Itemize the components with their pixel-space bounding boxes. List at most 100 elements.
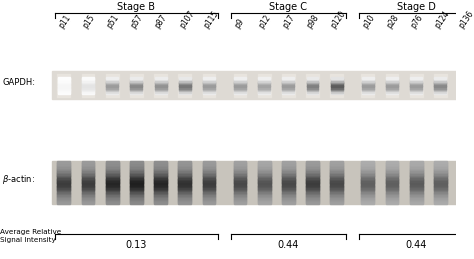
Bar	[385, 170, 398, 173]
Bar	[458, 189, 471, 191]
Bar	[130, 81, 142, 83]
Bar	[361, 175, 374, 177]
Bar	[130, 172, 143, 175]
Bar	[385, 200, 398, 203]
Bar	[155, 88, 166, 90]
Bar	[82, 183, 94, 186]
Bar	[385, 176, 398, 179]
Bar	[234, 199, 246, 201]
Bar	[258, 200, 271, 203]
Bar	[410, 85, 422, 87]
Bar	[179, 81, 191, 83]
Bar	[57, 202, 70, 204]
Bar	[130, 179, 143, 182]
Bar	[202, 161, 215, 163]
Bar	[458, 169, 471, 172]
Bar	[258, 78, 270, 80]
Bar	[82, 172, 94, 175]
Bar	[434, 187, 447, 190]
Bar	[306, 193, 319, 196]
Bar	[106, 165, 118, 168]
Bar	[202, 163, 215, 166]
Text: p17: p17	[281, 13, 297, 31]
Bar	[57, 192, 70, 194]
Bar	[361, 172, 374, 175]
Bar	[434, 185, 447, 187]
Bar	[434, 81, 446, 83]
Bar	[154, 199, 167, 201]
Bar	[155, 90, 166, 93]
Bar	[106, 170, 118, 173]
Bar	[331, 85, 343, 87]
Bar	[130, 180, 143, 183]
Bar	[130, 168, 143, 170]
Bar	[306, 182, 319, 184]
Bar	[458, 193, 471, 196]
Text: p76: p76	[409, 13, 425, 31]
Bar	[307, 82, 319, 84]
Bar	[385, 161, 398, 163]
Bar	[234, 189, 246, 191]
Bar	[234, 82, 246, 84]
Bar	[410, 169, 422, 172]
Bar	[106, 82, 118, 84]
Bar	[57, 182, 70, 184]
Bar	[58, 81, 70, 83]
Text: 0.44: 0.44	[405, 240, 427, 250]
Bar	[203, 79, 215, 82]
Bar	[458, 89, 470, 91]
Bar	[282, 165, 295, 168]
Bar	[307, 83, 319, 86]
Bar	[154, 197, 167, 200]
Bar	[234, 88, 246, 90]
Bar	[234, 161, 246, 163]
Bar	[178, 187, 191, 190]
Bar	[130, 193, 143, 196]
Bar	[410, 193, 422, 196]
Bar	[361, 196, 374, 199]
Bar	[385, 187, 398, 190]
Bar	[234, 81, 246, 83]
Bar	[386, 78, 398, 80]
Bar	[82, 168, 94, 170]
Text: $\beta$-actin:: $\beta$-actin:	[2, 173, 35, 186]
Bar	[410, 88, 422, 90]
Bar	[130, 176, 143, 179]
Bar	[434, 89, 446, 91]
Bar	[154, 161, 167, 163]
Bar	[282, 162, 295, 165]
Bar	[258, 76, 270, 79]
Bar	[362, 82, 374, 84]
Bar	[306, 183, 319, 186]
Bar	[361, 202, 374, 204]
Bar	[155, 92, 166, 94]
Bar	[282, 183, 295, 186]
Bar	[234, 180, 246, 183]
Bar	[385, 193, 398, 196]
Bar	[434, 90, 446, 93]
Bar	[258, 183, 271, 186]
Bar	[154, 196, 167, 199]
Bar	[106, 192, 118, 194]
Bar	[57, 183, 70, 186]
Bar	[154, 195, 167, 197]
Bar	[258, 172, 271, 175]
Bar	[362, 89, 374, 91]
Bar	[130, 195, 143, 197]
Bar	[458, 88, 470, 90]
Bar	[410, 166, 422, 169]
Bar	[106, 74, 118, 97]
Text: p107: p107	[177, 9, 196, 31]
Bar	[410, 92, 422, 94]
Bar	[458, 85, 470, 87]
Bar	[154, 173, 167, 176]
Bar	[410, 81, 422, 83]
Bar	[330, 190, 343, 193]
Bar	[434, 175, 447, 177]
Bar	[178, 183, 191, 186]
Bar	[386, 85, 398, 87]
Bar	[458, 86, 470, 89]
Bar	[434, 179, 447, 182]
Bar	[307, 86, 319, 89]
Bar	[362, 78, 374, 80]
